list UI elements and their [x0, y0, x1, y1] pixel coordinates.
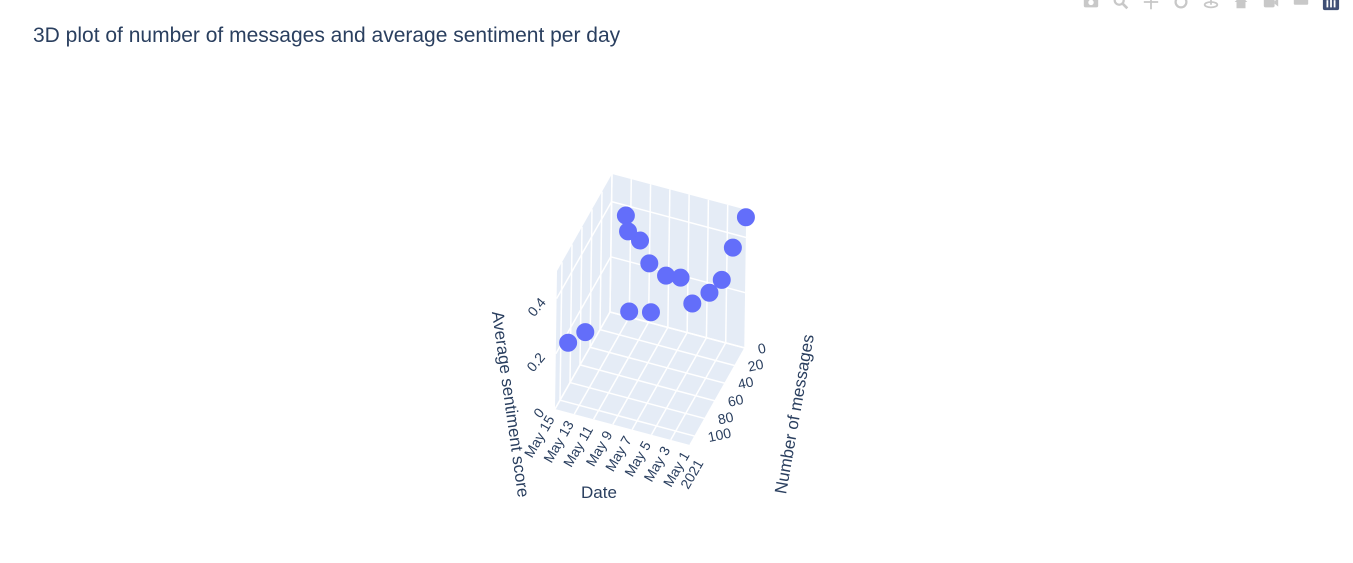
- tick-sentiment: 0.4: [524, 294, 549, 319]
- data-point[interactable]: [631, 231, 650, 250]
- grid-date: [670, 342, 727, 441]
- grid-messages: [599, 328, 736, 367]
- zoom-icon[interactable]: [1111, 0, 1131, 12]
- data-point[interactable]: [723, 238, 742, 257]
- camera-icon[interactable]: [1081, 0, 1101, 12]
- grid-messages: [609, 173, 613, 313]
- camera-view-icon[interactable]: [1261, 0, 1281, 12]
- grid-date: [650, 337, 708, 436]
- grid-messages: [569, 244, 573, 383]
- tick-messages: 60: [726, 391, 745, 410]
- data-point[interactable]: [641, 303, 660, 322]
- grid-sentiment: [554, 311, 611, 410]
- grid-messages: [579, 364, 716, 402]
- grid-date: [631, 332, 688, 430]
- data-point[interactable]: [619, 222, 638, 241]
- grid-messages: [589, 346, 726, 384]
- grid-messages: [579, 226, 583, 365]
- tick-messages: 40: [736, 373, 755, 392]
- grid-messages: [589, 209, 593, 348]
- data-point[interactable]: [620, 302, 639, 321]
- modebar: [1081, 0, 1341, 12]
- grid-date: [592, 321, 650, 420]
- grid-date: [628, 179, 633, 318]
- tick-messages: 80: [716, 409, 735, 428]
- plotly-logo-icon[interactable]: [1321, 0, 1341, 12]
- grid-date: [612, 327, 669, 425]
- data-point[interactable]: [576, 323, 595, 342]
- grid-messages: [569, 381, 706, 420]
- grid-date: [647, 184, 652, 323]
- tick-messages: 100: [706, 425, 732, 446]
- grid-date: [744, 209, 748, 349]
- grid-messages: [559, 399, 696, 437]
- tick-messages: 0: [756, 340, 767, 357]
- home-icon[interactable]: [1231, 0, 1251, 12]
- grid-date: [667, 189, 671, 328]
- turntable-icon[interactable]: [1201, 0, 1221, 12]
- grid-messages: [559, 262, 563, 401]
- data-point[interactable]: [683, 294, 702, 313]
- z-axis-title: Average sentiment score: [488, 310, 533, 499]
- grid-date: [573, 316, 630, 415]
- data-point[interactable]: [640, 254, 659, 273]
- data-point[interactable]: [712, 270, 731, 289]
- grid-sentiment: [611, 200, 747, 239]
- x-axis-title: Date: [581, 483, 617, 502]
- data-point[interactable]: [657, 266, 676, 285]
- data-point[interactable]: [736, 208, 755, 227]
- data-point[interactable]: [559, 333, 578, 352]
- orbit-icon[interactable]: [1171, 0, 1191, 12]
- pan-icon[interactable]: [1141, 0, 1161, 12]
- grid-date: [689, 347, 746, 446]
- data-point[interactable]: [616, 206, 635, 225]
- data-point[interactable]: [700, 283, 719, 302]
- hover-icon[interactable]: [1291, 0, 1311, 12]
- grid-sentiment: [555, 201, 613, 299]
- tick-sentiment: 0.2: [523, 349, 548, 374]
- tick-messages: 20: [746, 356, 765, 375]
- grid-messages: [599, 191, 603, 330]
- data-points[interactable]: [559, 206, 755, 352]
- y-axis-title: Number of messages: [771, 333, 818, 495]
- grid-lines: [554, 173, 748, 446]
- chart-title: 3D plot of number of messages and averag…: [33, 24, 621, 47]
- back-pane: [610, 174, 747, 348]
- grid-date: [705, 199, 710, 338]
